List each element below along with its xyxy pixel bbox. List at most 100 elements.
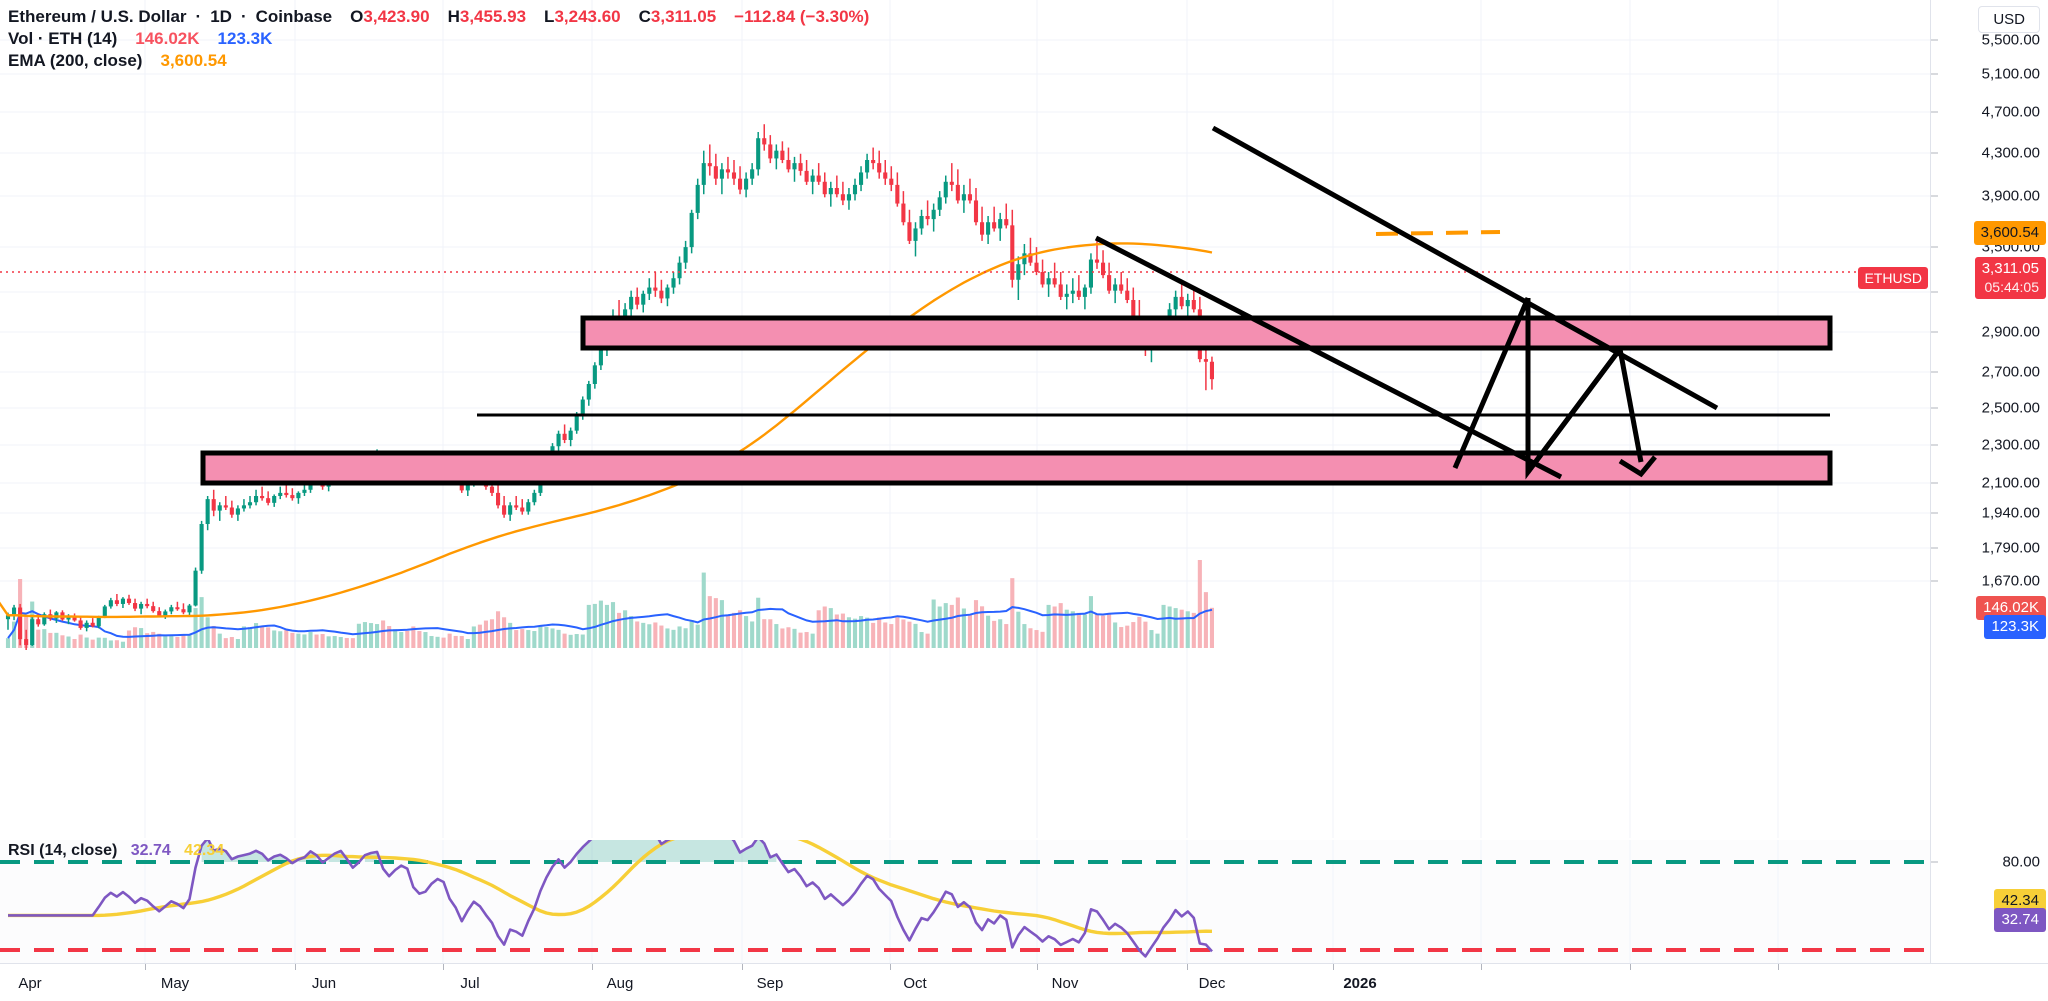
candle-body	[828, 188, 833, 195]
volume-bar	[90, 639, 95, 648]
time-axis-tick-mark	[295, 964, 296, 970]
price-axis-tick-mark	[1931, 371, 1938, 373]
candle-body	[871, 160, 876, 164]
volume-bar	[629, 616, 634, 648]
candle-body	[302, 489, 307, 493]
candle-body	[719, 169, 724, 179]
time-axis-tick-mark	[890, 964, 891, 970]
last-price-tag[interactable]: 3,311.05 05:44:05	[1974, 257, 2046, 299]
volume-bar	[84, 637, 89, 648]
candle-body	[750, 169, 755, 179]
volume-bar	[489, 619, 495, 648]
candle-body	[241, 505, 246, 509]
volume-bar	[260, 626, 265, 648]
candle-body	[1209, 361, 1214, 380]
currency-button[interactable]: USD	[1978, 6, 2040, 33]
price-axis-tick-mark	[1931, 331, 1938, 333]
rsi-pane[interactable]: RSI (14, close) 32.74 42.34	[0, 840, 1930, 963]
price-pane[interactable]	[0, 0, 1930, 838]
candle-body	[223, 505, 228, 508]
volume-bar	[1119, 627, 1124, 648]
candle-body	[762, 138, 767, 145]
time-axis-tick-mark	[443, 964, 444, 970]
candle-body	[133, 603, 138, 609]
price-axis-tick-label: 1,940.00	[1981, 504, 2040, 522]
candle-body	[72, 615, 77, 621]
candle-body	[514, 505, 519, 508]
candle-body	[1185, 300, 1190, 307]
candle-body	[889, 178, 894, 185]
projection-zigzag-second-up[interactable]	[1525, 347, 1623, 474]
candle-body	[120, 598, 125, 604]
candle-body	[1101, 262, 1106, 276]
volume-bar	[1149, 630, 1154, 648]
candle-body	[12, 607, 17, 616]
symbol-price-pill: ETHUSD	[1858, 267, 1928, 289]
volume-bar	[338, 637, 343, 648]
volume-bar	[1028, 628, 1033, 648]
volume-bar	[514, 630, 519, 648]
candle-body	[247, 502, 253, 506]
candle-body	[598, 346, 603, 366]
volume-bar	[544, 627, 549, 648]
volume-bar	[453, 635, 458, 648]
volume-bar	[798, 632, 803, 648]
candle-body	[955, 184, 960, 201]
volume-bar	[332, 636, 337, 648]
volume-bar	[302, 634, 307, 648]
price-axis[interactable]: USD 5,500.00 5,100.00 4,700.00 4,300.00 3,90…	[1858, 0, 2048, 963]
volume-bar	[1125, 625, 1130, 648]
candle-body	[895, 184, 900, 204]
time-axis-tick-mark	[1481, 964, 1482, 970]
price-axis-tick-label: 5,100.00	[1981, 65, 2040, 83]
channel-lower-trendline[interactable]	[1094, 235, 1563, 480]
volume-bar	[810, 633, 815, 648]
candle-body	[671, 278, 676, 288]
volume-bar	[320, 634, 325, 648]
volume-bar	[1082, 614, 1087, 648]
candlestick-series[interactable]	[5, 124, 1214, 650]
volume-bar	[1185, 611, 1190, 648]
candle-body	[562, 433, 567, 440]
volume-bar	[326, 636, 331, 648]
candle-body	[145, 603, 150, 607]
candle-body	[943, 181, 948, 198]
time-axis[interactable]: Apr May Jun Jul Aug Sep Oct Nov Dec 2026	[0, 963, 2048, 1001]
candle-body	[635, 296, 640, 305]
candle-body	[126, 598, 132, 604]
candle-body	[272, 496, 277, 503]
volume-bar	[713, 598, 718, 648]
volume-bar	[272, 630, 277, 648]
volume-bar	[114, 640, 119, 648]
volume-bar	[362, 622, 367, 648]
volume-bar	[1046, 604, 1051, 648]
volume-bar	[955, 597, 960, 648]
volume-bar	[405, 630, 410, 648]
volume-bar	[375, 624, 380, 648]
candle-body	[822, 181, 827, 195]
volume-bar	[701, 572, 706, 648]
volume-bar	[695, 624, 700, 648]
candle-body	[859, 172, 864, 185]
volume-bar	[429, 636, 434, 648]
volume-bar	[5, 638, 11, 648]
candle-body	[30, 619, 35, 646]
candle-body	[798, 163, 803, 171]
projection-zigzag-up-leg[interactable]	[1452, 297, 1531, 469]
supply-zone-upper[interactable]	[580, 315, 1833, 351]
candle-body	[840, 194, 845, 201]
price-axis-tick-mark	[1931, 246, 1938, 248]
price-axis-tick-mark	[1931, 512, 1938, 514]
candle-body	[502, 505, 507, 515]
candle-body	[1046, 278, 1051, 285]
bar-countdown: 05:44:05	[1984, 279, 2040, 295]
candle-body	[169, 607, 174, 612]
volume-bar	[768, 619, 773, 648]
demand-zone-lower[interactable]	[200, 450, 1833, 486]
channel-upper-trendline[interactable]	[1211, 125, 1719, 411]
volume-bar	[1143, 621, 1148, 648]
volume-bar	[532, 631, 537, 648]
price-axis-tick-mark	[1931, 152, 1938, 154]
bearish-target-arrow[interactable]	[1617, 348, 1657, 478]
candle-body	[114, 600, 119, 604]
